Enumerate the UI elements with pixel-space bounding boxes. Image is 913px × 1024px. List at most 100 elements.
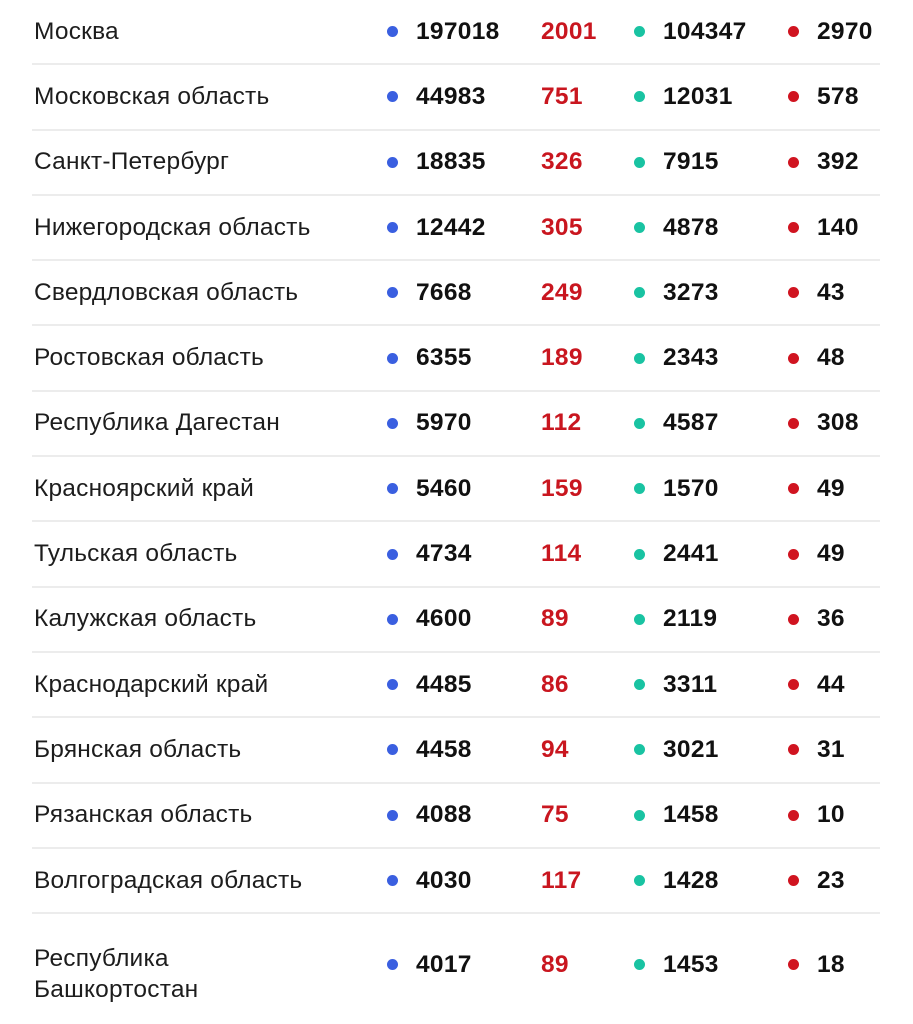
- region-name: Нижегородская область: [34, 213, 311, 241]
- cases-count-cell: 5460: [387, 457, 472, 520]
- deaths-count-cell: 44: [788, 653, 845, 716]
- recovered-count-cell: 2119: [634, 588, 717, 651]
- new-cases-count: 326: [541, 148, 583, 176]
- cases-count: 4600: [416, 605, 472, 633]
- blue-dot-icon: [387, 875, 398, 886]
- deaths-count-cell: 31: [788, 718, 845, 781]
- new-cases-count-cell: 114: [541, 522, 581, 585]
- recovered-count-cell: 1428: [634, 849, 719, 912]
- new-cases-count: 159: [541, 474, 583, 502]
- teal-dot-icon: [634, 744, 645, 756]
- table-row[interactable]: Тульская область 4734 114 2441 49: [32, 522, 880, 588]
- table-row[interactable]: Ростовская область 6355 189 2343 48: [32, 326, 880, 392]
- recovered-count-cell: 3273: [634, 261, 719, 324]
- recovered-count: 4587: [663, 409, 719, 437]
- red-dot-icon: [788, 26, 799, 38]
- red-dot-icon: [788, 679, 799, 691]
- recovered-count: 2119: [663, 605, 718, 633]
- red-dot-icon: [788, 809, 799, 821]
- recovered-count: 4878: [663, 213, 719, 241]
- teal-dot-icon: [634, 548, 645, 560]
- cases-count-cell: 5970: [387, 392, 472, 455]
- regions-table: Москва 197018 2001 104347 2970 Московская обл…: [32, 0, 880, 1009]
- blue-dot-icon: [387, 156, 398, 168]
- cases-count: 44983: [416, 82, 486, 110]
- region-name: Брянская область: [34, 735, 242, 763]
- new-cases-count-cell: 112: [541, 392, 581, 455]
- deaths-count-cell: 308: [788, 392, 859, 455]
- table-row[interactable]: Санкт-Петербург 18835 326 7915 392: [32, 131, 880, 196]
- new-cases-count-cell: 751: [541, 65, 583, 128]
- region-name: Санкт-Петербург: [34, 148, 230, 176]
- recovered-count: 2343: [663, 344, 719, 372]
- deaths-count: 578: [817, 82, 859, 110]
- recovered-count-cell: 1570: [634, 457, 719, 520]
- new-cases-count: 89: [541, 605, 569, 633]
- cases-count-cell: 4600: [387, 588, 472, 651]
- cases-count: 4485: [416, 670, 472, 698]
- deaths-count: 308: [817, 409, 859, 437]
- red-dot-icon: [788, 483, 799, 495]
- cases-count: 5970: [416, 409, 472, 437]
- table-row[interactable]: Рязанская область 4088 75 1458 10: [32, 784, 880, 849]
- new-cases-count-cell: 117: [541, 849, 581, 912]
- cases-count: 4458: [416, 735, 472, 763]
- region-name: Республика Дагестан: [34, 409, 280, 437]
- table-row[interactable]: Нижегородская область 12442 305 4878 140: [32, 196, 880, 262]
- deaths-count-cell: 48: [788, 326, 845, 389]
- new-cases-count: 75: [541, 801, 569, 829]
- red-dot-icon: [788, 959, 799, 971]
- recovered-count: 2441: [663, 540, 719, 568]
- new-cases-count: 249: [541, 278, 583, 306]
- deaths-count-cell: 2970: [788, 0, 873, 63]
- new-cases-count-cell: 89: [541, 914, 569, 1009]
- recovered-count-cell: 1458: [634, 784, 719, 847]
- red-dot-icon: [788, 352, 799, 364]
- table-row[interactable]: Московская область 44983 751 12031 578: [32, 65, 880, 131]
- blue-dot-icon: [387, 959, 398, 971]
- cases-count: 4017: [416, 950, 472, 978]
- cases-count-cell: 4485: [387, 653, 472, 716]
- region-name: Краснодарский край: [34, 670, 269, 698]
- table-row[interactable]: Москва 197018 2001 104347 2970: [32, 0, 880, 66]
- red-dot-icon: [788, 613, 799, 625]
- blue-dot-icon: [387, 91, 398, 103]
- teal-dot-icon: [634, 222, 645, 234]
- cases-count-cell: 4734: [387, 522, 472, 585]
- cases-count-cell: 4458: [387, 718, 472, 781]
- table-row[interactable]: Республика Дагестан 5970 112 4587 308: [32, 392, 880, 458]
- blue-dot-icon: [387, 222, 398, 234]
- new-cases-count-cell: 189: [541, 326, 583, 389]
- deaths-count-cell: 578: [788, 65, 859, 128]
- table-row[interactable]: Красноярский край 5460 159 1570 49: [32, 457, 880, 523]
- cases-count: 18835: [416, 148, 486, 176]
- blue-dot-icon: [387, 548, 398, 560]
- deaths-count-cell: 36: [788, 588, 845, 651]
- new-cases-count: 2001: [541, 17, 597, 45]
- new-cases-count-cell: 89: [541, 588, 569, 651]
- table-row[interactable]: Брянская область 4458 94 3021 31: [32, 718, 880, 784]
- deaths-count: 48: [817, 344, 845, 372]
- deaths-count: 2970: [817, 17, 873, 45]
- deaths-count: 392: [817, 148, 859, 176]
- table-row[interactable]: Калужская область 4600 89 2119 36: [32, 588, 880, 653]
- deaths-count: 44: [817, 670, 845, 698]
- new-cases-count-cell: 305: [541, 196, 583, 259]
- cases-count-cell: 197018: [387, 0, 500, 63]
- region-name: Рязанская область: [34, 801, 253, 829]
- table-row[interactable]: Краснодарский край 4485 86 3311 44: [32, 653, 880, 719]
- region-name: Тульская область: [34, 540, 238, 568]
- recovered-count-cell: 2441: [634, 522, 719, 585]
- blue-dot-icon: [387, 809, 398, 821]
- new-cases-count: 114: [541, 540, 582, 568]
- recovered-count: 1570: [663, 474, 719, 502]
- new-cases-count: 117: [541, 866, 582, 894]
- recovered-count: 1428: [663, 866, 719, 894]
- table-row[interactable]: Волгоградская область 4030 117 1428 23: [32, 849, 880, 915]
- recovered-count: 3311: [663, 670, 718, 698]
- table-row[interactable]: Свердловская область 7668 249 3273 43: [32, 261, 880, 327]
- recovered-count-cell: 3311: [634, 653, 717, 716]
- recovered-count-cell: 2343: [634, 326, 719, 389]
- table-row[interactable]: Республика Башкортостан 4017 89 1453 18: [32, 914, 880, 1009]
- teal-dot-icon: [634, 483, 645, 495]
